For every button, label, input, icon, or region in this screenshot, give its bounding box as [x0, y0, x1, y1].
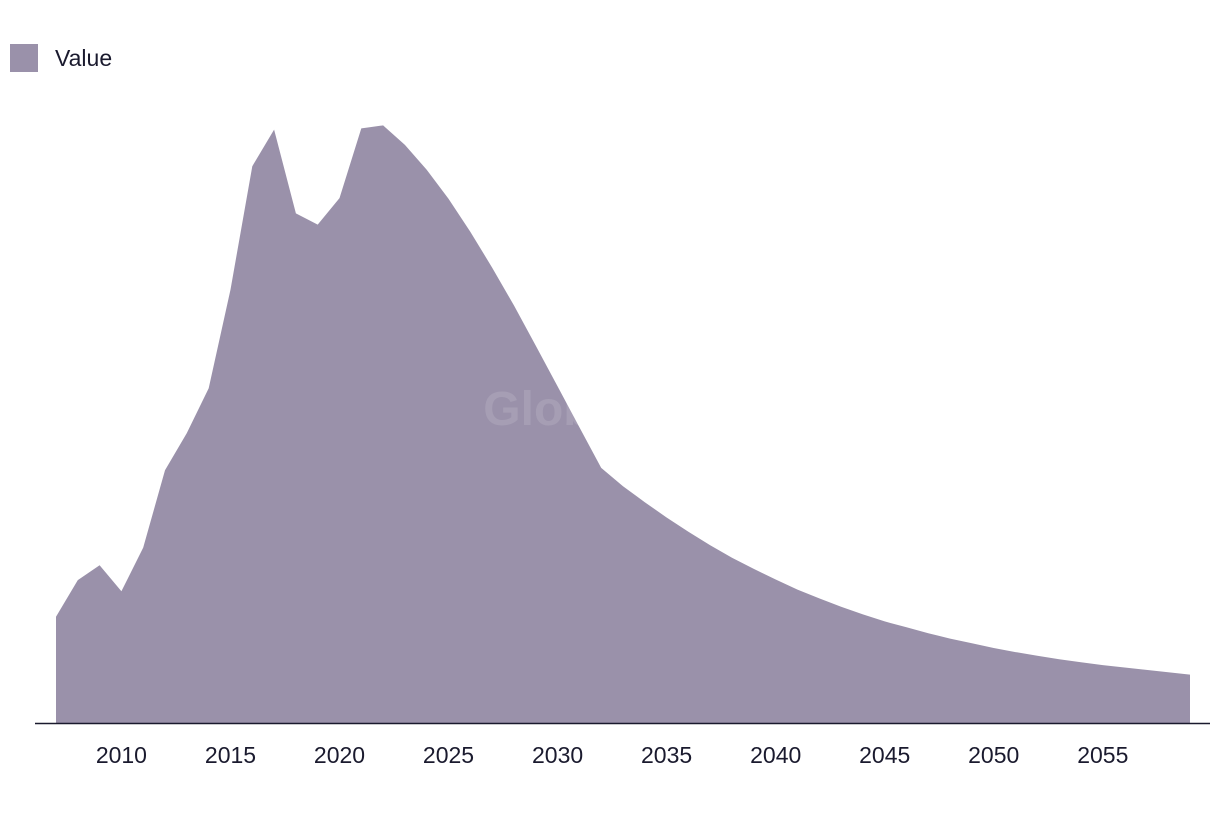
data-point	[1078, 659, 1084, 665]
x-tick-label: 2055	[1077, 742, 1128, 768]
data-point	[707, 542, 713, 548]
x-tick-label: 2050	[968, 742, 1019, 768]
data-point	[838, 604, 844, 610]
data-point	[729, 555, 735, 561]
data-point	[925, 630, 931, 636]
data-point	[991, 645, 997, 651]
data-point	[228, 287, 234, 293]
data-point	[511, 303, 517, 309]
data-point	[642, 499, 648, 505]
data-point	[904, 624, 910, 630]
data-point	[75, 577, 81, 583]
series-area	[56, 125, 1190, 723]
x-axis-ticks: 2010 2015 2020 2025 2030 2035 2040 2045 2050 2055	[96, 742, 1129, 768]
data-point	[206, 385, 212, 391]
data-point	[751, 566, 757, 572]
x-tick-label: 2020	[314, 742, 365, 768]
legend: Value	[10, 44, 112, 72]
data-point	[337, 195, 343, 201]
data-point	[358, 125, 364, 131]
data-point	[446, 196, 452, 202]
data-point	[1034, 653, 1040, 659]
data-point	[1056, 656, 1062, 662]
data-point	[467, 229, 473, 235]
legend-label: Value	[55, 44, 113, 71]
data-point	[1100, 662, 1106, 668]
data-point	[118, 588, 124, 594]
data-point	[685, 529, 691, 535]
x-tick-label: 2015	[205, 742, 256, 768]
data-point	[53, 614, 59, 620]
plot-area	[53, 122, 1193, 723]
data-point	[664, 515, 670, 521]
data-point	[315, 222, 321, 228]
data-point	[1013, 649, 1019, 655]
data-point	[816, 595, 822, 601]
x-tick-label: 2025	[423, 742, 474, 768]
data-point	[489, 265, 495, 271]
data-point	[249, 163, 255, 169]
x-tick-label: 2035	[641, 742, 692, 768]
data-point	[773, 577, 779, 583]
x-tick-label: 2045	[859, 742, 910, 768]
data-point	[882, 618, 888, 624]
x-tick-label: 2030	[532, 742, 583, 768]
data-point	[860, 611, 866, 617]
data-point	[1165, 669, 1171, 675]
data-point	[402, 142, 408, 148]
legend-swatch	[10, 44, 38, 72]
data-point	[1143, 667, 1149, 673]
data-point	[969, 640, 975, 646]
x-tick-label: 2010	[96, 742, 147, 768]
data-point	[1187, 672, 1193, 678]
data-point	[424, 167, 430, 173]
data-point	[1122, 665, 1128, 671]
data-point	[947, 636, 953, 642]
data-point	[97, 562, 103, 568]
data-point	[533, 343, 539, 349]
data-point	[184, 430, 190, 436]
data-point	[162, 467, 168, 473]
watermark: GlobalData	[483, 383, 737, 436]
data-point	[271, 127, 277, 133]
data-point	[795, 587, 801, 593]
data-point	[620, 483, 626, 489]
data-point	[293, 210, 299, 216]
data-point	[380, 122, 386, 128]
data-point	[140, 545, 146, 551]
x-tick-label: 2040	[750, 742, 801, 768]
data-point	[598, 465, 604, 471]
